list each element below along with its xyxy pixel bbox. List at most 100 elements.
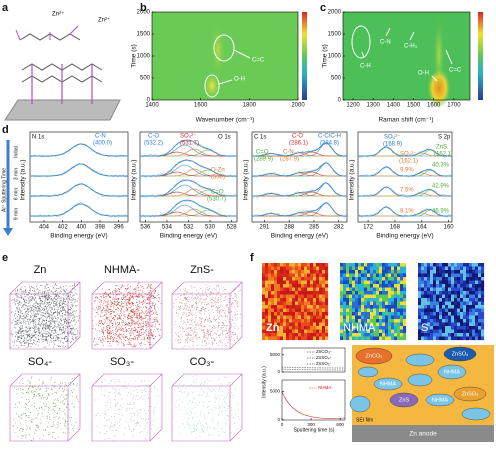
point xyxy=(146,315,147,316)
panel-label: e xyxy=(2,252,8,264)
grain xyxy=(358,367,378,377)
x-tick-label: 285 xyxy=(309,225,320,231)
map-pixel xyxy=(457,277,460,281)
point xyxy=(54,285,55,286)
map-pixel xyxy=(463,288,466,292)
point xyxy=(36,338,37,339)
map-pixel xyxy=(451,270,454,274)
point xyxy=(138,285,139,286)
point xyxy=(140,316,141,317)
point xyxy=(51,300,52,301)
map-pixel xyxy=(319,263,322,267)
point xyxy=(128,318,129,319)
map-pixel xyxy=(472,312,475,316)
point xyxy=(36,334,37,335)
map-pixel xyxy=(349,312,352,316)
point xyxy=(45,316,46,317)
point xyxy=(107,329,108,330)
map-pixel xyxy=(367,288,370,292)
point xyxy=(11,312,12,313)
map-pixel xyxy=(343,298,346,302)
map-pixel xyxy=(322,309,325,313)
point xyxy=(47,318,48,319)
point xyxy=(124,306,125,307)
point xyxy=(223,325,224,326)
point xyxy=(34,331,35,332)
point xyxy=(145,297,146,298)
map-pixel xyxy=(466,302,469,306)
point xyxy=(135,325,136,326)
point xyxy=(183,314,184,315)
map-pixel xyxy=(271,298,274,302)
point xyxy=(49,318,50,319)
point xyxy=(141,302,142,303)
map-pixel xyxy=(301,302,304,306)
map-pixel xyxy=(427,305,430,309)
map-pixel xyxy=(313,277,316,281)
point xyxy=(20,323,21,324)
point xyxy=(130,303,131,304)
point xyxy=(213,297,214,298)
annotation: SO₃²⁻ xyxy=(400,152,416,158)
map-pixel xyxy=(454,309,457,313)
point xyxy=(237,315,238,316)
map-pixel xyxy=(427,277,430,281)
map-pixel xyxy=(373,277,376,281)
point xyxy=(139,303,140,304)
point xyxy=(52,307,53,308)
map-pixel xyxy=(391,284,394,288)
map-pixel xyxy=(340,281,343,285)
point xyxy=(66,323,67,324)
point xyxy=(190,314,191,315)
point xyxy=(36,326,37,327)
map-pixel xyxy=(397,319,400,323)
map-pixel xyxy=(271,263,274,267)
point xyxy=(17,295,18,296)
point xyxy=(67,312,68,313)
map-pixel xyxy=(367,274,370,278)
point xyxy=(23,292,24,293)
map-pixel xyxy=(343,277,346,281)
point xyxy=(40,285,41,286)
map-pixel xyxy=(310,312,313,316)
point xyxy=(152,295,153,296)
map-pixel xyxy=(352,263,355,267)
point xyxy=(24,339,25,340)
map-pixel xyxy=(316,333,319,337)
map-pixel xyxy=(364,298,367,302)
point xyxy=(49,316,50,317)
map-pixel xyxy=(463,295,466,299)
map-pixel xyxy=(466,274,469,278)
map-pixel xyxy=(370,295,373,299)
point xyxy=(115,296,116,297)
point xyxy=(103,340,104,341)
point xyxy=(194,337,195,338)
map-pixel xyxy=(286,333,289,337)
point xyxy=(138,304,139,305)
point xyxy=(55,295,56,296)
map-pixel xyxy=(376,267,379,271)
map-pixel xyxy=(439,309,442,313)
point xyxy=(136,291,137,292)
point xyxy=(225,321,226,322)
point xyxy=(16,307,17,308)
map-pixel xyxy=(298,277,301,281)
point xyxy=(227,305,228,306)
point xyxy=(228,331,229,332)
point xyxy=(234,340,235,341)
point xyxy=(217,310,218,311)
map-pixel xyxy=(355,284,358,288)
point xyxy=(20,289,21,290)
point xyxy=(186,314,187,315)
y-axis-label: Intensity (a.u.) xyxy=(131,159,138,200)
point xyxy=(193,298,194,299)
point xyxy=(29,340,30,341)
point xyxy=(37,307,38,308)
map-pixel xyxy=(322,326,325,330)
point xyxy=(237,303,238,304)
point xyxy=(110,330,111,331)
map-pixel xyxy=(358,309,361,313)
point xyxy=(185,328,186,329)
point xyxy=(21,332,22,333)
